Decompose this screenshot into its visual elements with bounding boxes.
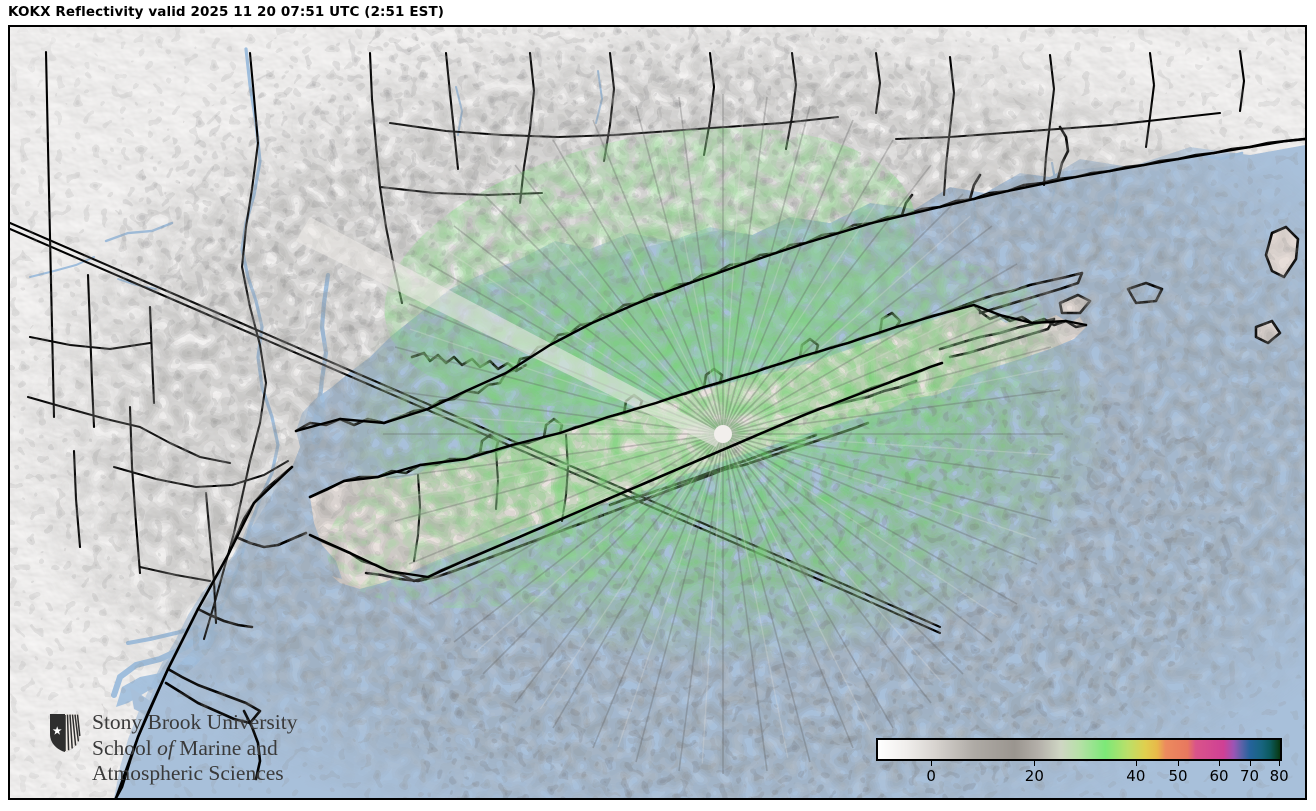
radar-echo-layer: [10, 27, 1305, 798]
logo-line-3: Atmospheric Sciences: [92, 761, 284, 785]
logo-line-2-italic: of: [157, 735, 174, 760]
radial-spokes: [383, 94, 1063, 774]
colorbar-label-0: 0: [926, 767, 936, 785]
colorbar-tick-0: [931, 761, 933, 766]
logo-text: Stony Brook University School of Marine …: [92, 710, 314, 787]
colorbar-ticks: [876, 761, 1282, 767]
shield-star-icon: [50, 714, 81, 752]
page-title: KOKX Reflectivity valid 2025 11 20 07:51…: [8, 4, 445, 20]
echo-outer-arc-nw: [115, 27, 945, 369]
colorbar-gradient: [876, 738, 1282, 761]
logo-line-1: Stony Brook University: [92, 710, 298, 734]
title-bar: KOKX Reflectivity valid 2025 11 20 07:51…: [0, 0, 1316, 25]
colorbar-tick-20: [1034, 761, 1036, 766]
colorbar-label-60: 60: [1209, 767, 1229, 785]
beam-blockage-streak: [296, 217, 723, 447]
colorbar-tick-70: [1249, 761, 1251, 766]
colorbar-tick-40: [1135, 761, 1137, 766]
radar-site-center: [714, 425, 732, 443]
logo-line-2-a: School: [92, 735, 158, 760]
colorbar-labels: 0 20 40 50 60 70 80: [876, 767, 1288, 789]
radial-spokes-light: [393, 104, 1053, 764]
colorbar-label-80: 80: [1269, 767, 1289, 785]
logo-line-2-b: Marine and: [173, 735, 278, 760]
logo-line-2: School of Marine and: [92, 736, 314, 762]
map-canvas: [10, 27, 1305, 798]
colorbar-tick-50: [1178, 761, 1180, 766]
colorbar-label-40: 40: [1126, 767, 1146, 785]
colorbar-tick-80: [1279, 761, 1281, 766]
colorbar-label-50: 50: [1168, 767, 1188, 785]
colorbar-tick-60: [1219, 761, 1221, 766]
colorbar-label-70: 70: [1239, 767, 1260, 785]
colorbar-label-20: 20: [1024, 767, 1044, 785]
map-frame: 0 20 40 50 60 70 80 Stony Brook University: [8, 25, 1307, 800]
colorbar: 0 20 40 50 60 70 80: [876, 738, 1296, 798]
stony-brook-logo: Stony Brook University School of Marine …: [48, 710, 313, 796]
coastline-overlay: [114, 137, 1305, 798]
